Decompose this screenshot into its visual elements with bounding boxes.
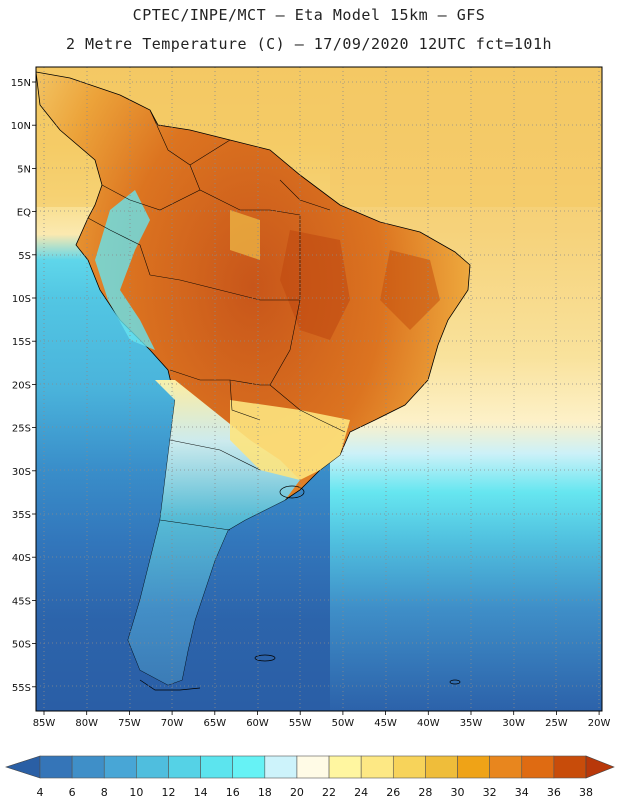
lon-label: 75W [118, 718, 141, 729]
colorbar-label: 36 [547, 786, 561, 799]
colorbar-label: 26 [386, 786, 400, 799]
colorbar-bin [296, 755, 330, 779]
colorbar-label: 18 [258, 786, 272, 799]
lon-label: 50W [332, 718, 355, 729]
lat-label: 15N [11, 78, 31, 89]
colorbar-label: 38 [579, 786, 593, 799]
colorbar-low-arrow [5, 755, 41, 779]
lon-label: 35W [460, 718, 483, 729]
map-subtitle: 2 Metre Temperature (C) – 17/09/2020 12U… [65, 35, 553, 53]
colorbar-bin [425, 755, 458, 779]
lat-label: 20S [12, 380, 31, 391]
colorbar-label: 24 [354, 786, 368, 799]
colorbar-bin [553, 755, 587, 779]
map-title: CPTEC/INPE/MCT – Eta Model 15km – GFS [132, 6, 486, 24]
colorbar-label: 10 [129, 786, 143, 799]
colorbar-bin [168, 755, 201, 779]
colorbar-bin [360, 755, 394, 779]
lat-label: EQ [17, 208, 31, 219]
colorbar-label: 6 [69, 786, 76, 799]
colorbar-bin [489, 755, 523, 779]
colorbar-label: 28 [418, 786, 432, 799]
colorbar-label: 8 [101, 786, 108, 799]
lon-label: 65W [203, 718, 226, 729]
graticule [36, 67, 602, 711]
colorbar-label: 16 [226, 786, 240, 799]
lat-label: 5S [18, 251, 31, 262]
lat-label: 15S [12, 337, 31, 348]
colorbar-label: 20 [290, 786, 304, 799]
colorbar-label: 4 [37, 786, 44, 799]
lon-label: 30W [502, 718, 525, 729]
colorbar-label: 30 [451, 786, 465, 799]
lat-label: 25S [12, 424, 31, 435]
lat-label: 30S [12, 467, 31, 478]
lon-label: 45W [374, 718, 397, 729]
lon-label: 55W [289, 718, 312, 729]
colorbar-bin [71, 755, 105, 779]
lat-label: 45S [12, 596, 31, 607]
colorbar-bin [264, 755, 298, 779]
lon-label: 25W [545, 718, 568, 729]
latitude-labels: 15N 10N 5N EQ 5S 10S 15S 20S 25S 30S 35S 40S 45S 50S 5… [11, 78, 36, 694]
colorbar-bin [392, 755, 426, 779]
lon-label: 85W [33, 718, 56, 729]
colorbar-bin [103, 755, 137, 779]
lat-label: 5N [17, 164, 31, 175]
colorbar [5, 755, 615, 779]
colorbar-bin [136, 755, 169, 779]
colorbar-bin [39, 755, 73, 779]
colorbar-high-arrow [585, 755, 615, 779]
lat-label: 10N [11, 121, 31, 132]
colorbar-bin [200, 755, 234, 779]
colorbar-bin [521, 755, 555, 779]
colorbar-label: 34 [515, 786, 529, 799]
lon-label: 40W [417, 718, 440, 729]
lat-label: 50S [12, 640, 31, 651]
longitude-labels: 85W 80W 75W 70W 65W 60W 55W 50W 45W 40W 35W 30W 25W 2… [33, 711, 611, 729]
lakes-and-islands [139, 485, 461, 691]
colorbar-bin [232, 755, 266, 779]
lat-label: 40S [12, 553, 31, 564]
colorbar-bin [328, 755, 362, 779]
lat-label: 35S [12, 510, 31, 521]
colorbar-label: 12 [161, 786, 175, 799]
map-frame [35, 66, 603, 712]
colorbar-label: 14 [194, 786, 208, 799]
lon-label: 60W [246, 718, 269, 729]
lon-label: 70W [161, 718, 184, 729]
colorbar-labels: 4 6 8 10 12 14 16 18 20 22 24 26 28 30 32 34 36 38 [37, 786, 594, 799]
colorbar-label: 22 [322, 786, 336, 799]
lon-label: 20W [588, 718, 611, 729]
lon-label: 80W [75, 718, 98, 729]
colorbar-label: 32 [483, 786, 497, 799]
colorbar-bin [457, 755, 490, 779]
lat-label: 10S [12, 294, 31, 305]
lat-label: 55S [12, 683, 31, 694]
